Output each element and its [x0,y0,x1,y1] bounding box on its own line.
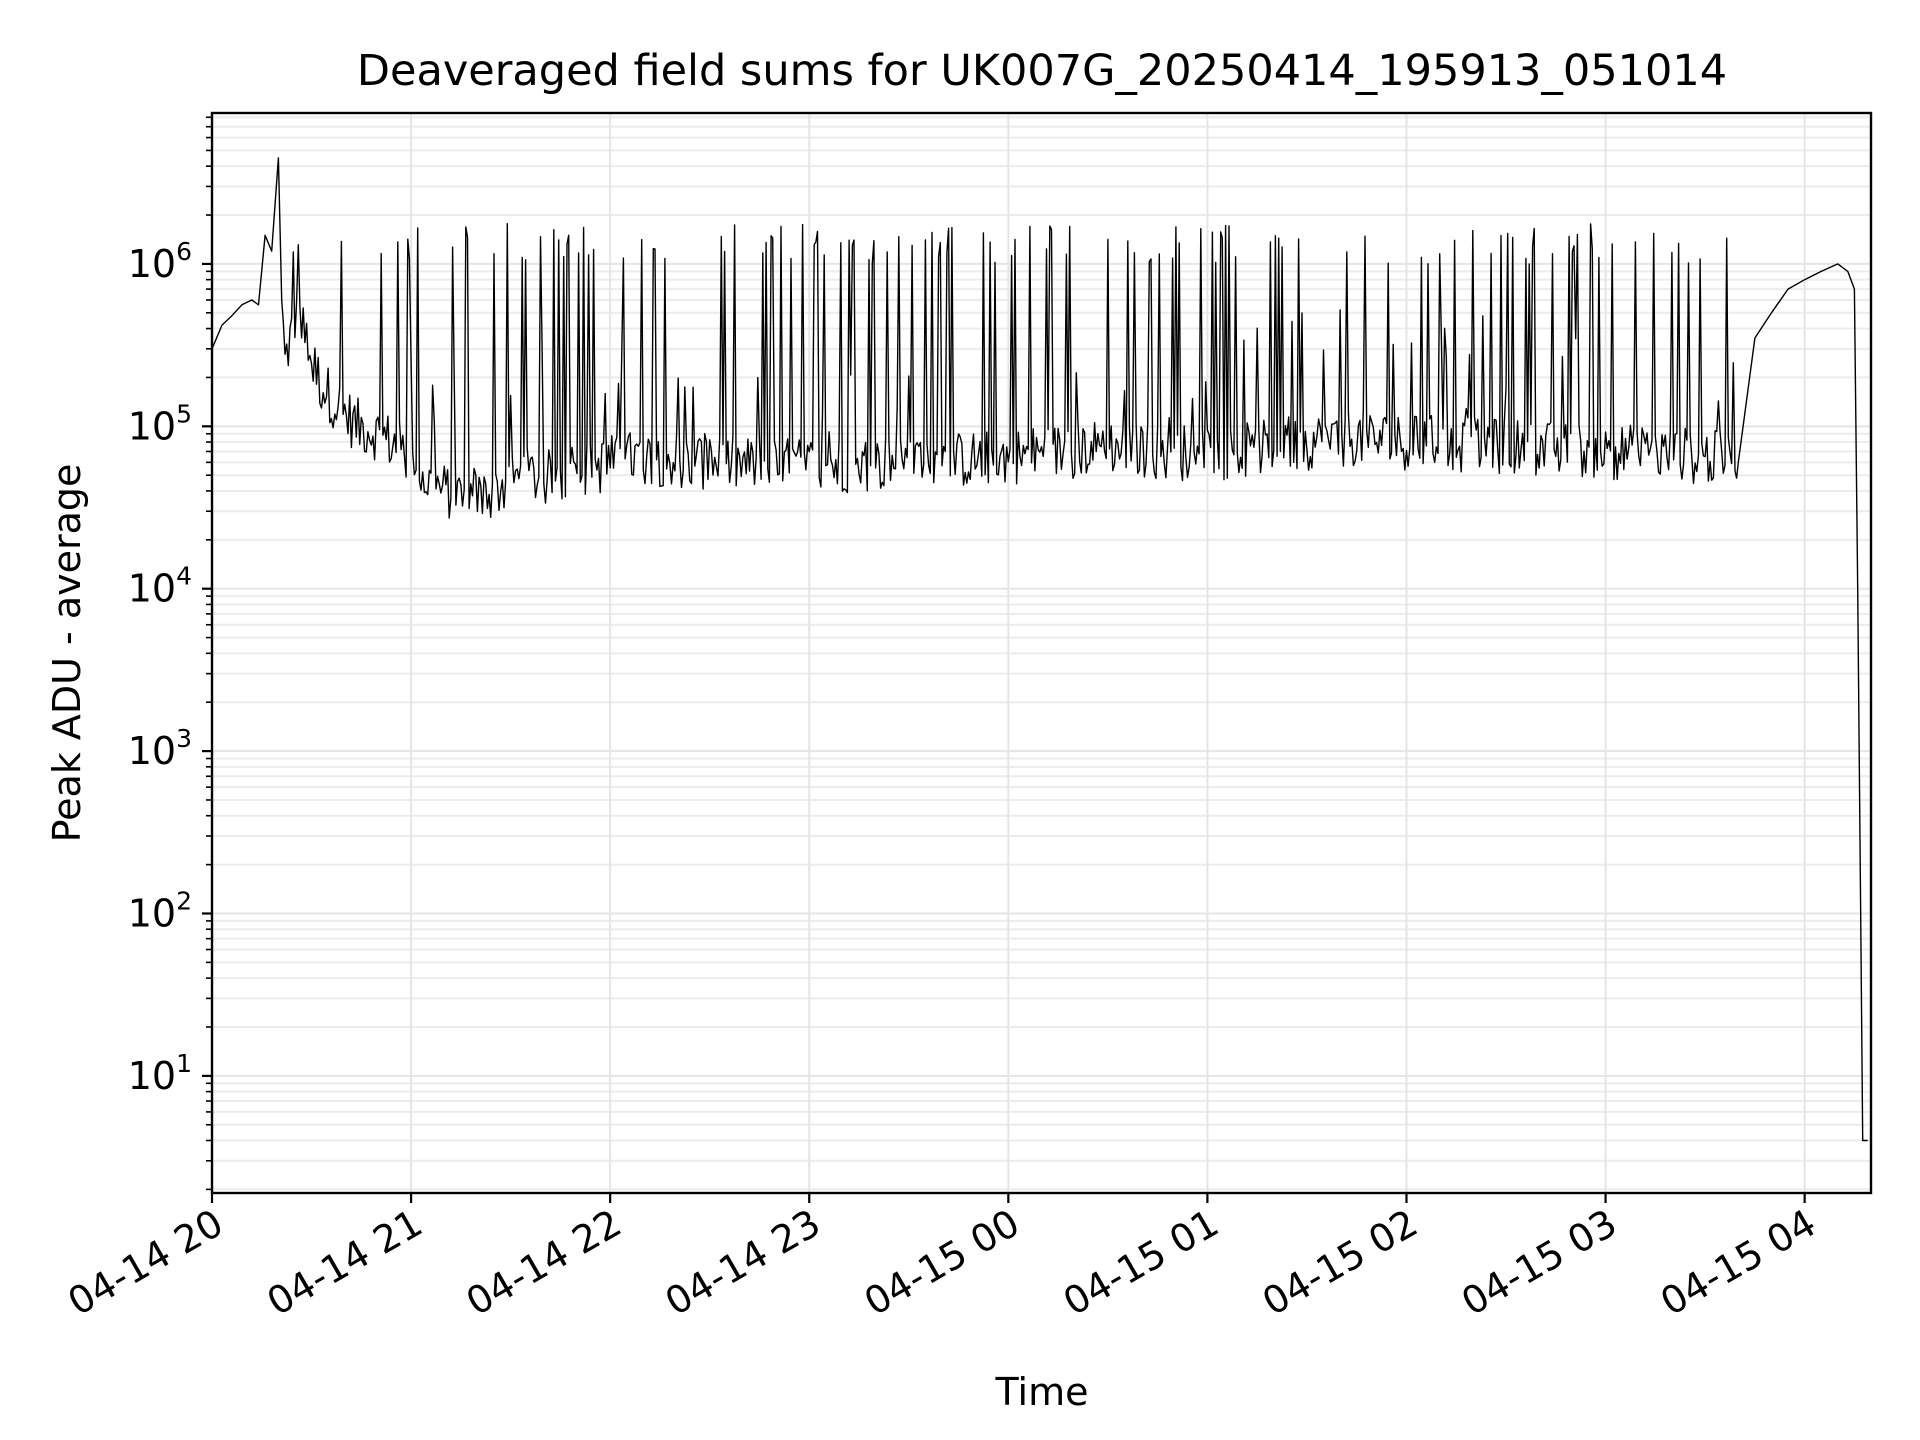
x-tick-label: 04-15 03 [1454,1201,1624,1325]
y-tick-label: 103 [128,724,192,773]
x-tick-label: 04-15 01 [1056,1201,1226,1325]
x-tick-label: 04-14 20 [61,1201,231,1325]
x-axis: 04-14 20 04-14 21 04-14 22 04-14 23 04-15 00… [61,1193,1823,1325]
x-tick-label: 04-14 22 [459,1201,629,1325]
x-tick-label: 04-15 02 [1255,1201,1425,1325]
grid [211,113,1871,1193]
y-axis-label: Peak ADU - average [45,464,89,843]
x-tick-label: 04-15 00 [857,1201,1027,1325]
x-tick-label: 04-14 21 [260,1201,430,1325]
chart-title: Deaveraged field sums for UK007G_2025041… [357,46,1727,96]
y-tick-label: 101 [128,1049,192,1098]
x-tick-label: 04-15 04 [1653,1201,1823,1325]
y-tick-label: 105 [128,399,192,448]
y-axis: 101 102 103 104 105 106 [128,116,212,1191]
x-tick-label: 04-14 23 [658,1201,828,1325]
y-tick-label: 102 [128,886,192,935]
y-tick-label: 104 [128,562,192,611]
y-tick-label: 106 [128,237,192,286]
series-line [211,157,1868,1142]
x-axis-label: Time [995,1370,1089,1414]
